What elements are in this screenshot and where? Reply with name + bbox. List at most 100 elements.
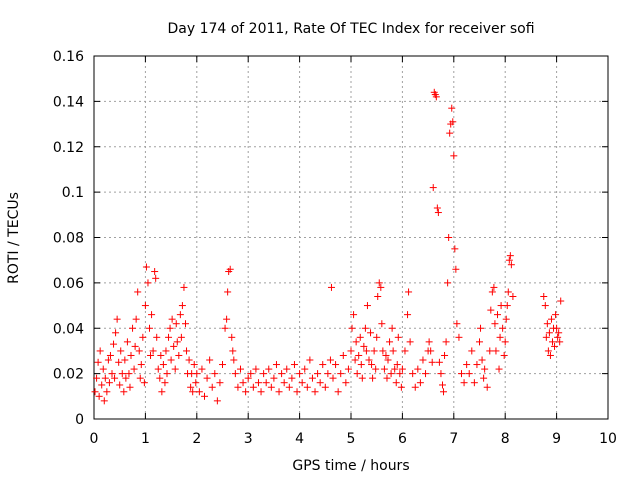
data-point [221,324,229,332]
x-tick-label: 6 [398,431,407,447]
data-point [147,351,155,359]
data-point [265,365,273,373]
data-point [175,351,183,359]
data-point [324,370,332,378]
data-point [113,315,121,323]
data-point [163,370,171,378]
data-point [543,320,551,328]
x-tick-label: 10 [599,431,617,447]
data-point [129,324,137,332]
data-point [316,379,324,387]
data-point [476,338,483,346]
data-point [493,311,501,319]
data-point [176,311,184,319]
data-point [378,320,386,328]
data-point [434,209,442,217]
data-point [181,320,189,328]
data-point [127,351,135,359]
data-point [115,358,123,366]
data-point [450,152,458,160]
data-point [131,342,139,350]
data-point [363,302,371,310]
data-point [306,356,314,364]
data-point [552,311,560,319]
data-point [94,358,102,366]
data-point [183,347,191,355]
data-point [192,379,200,387]
data-point [98,381,106,389]
data-point [401,347,409,355]
y-tick-label: 0 [75,412,84,428]
data-point [368,361,376,369]
chart-title: Day 174 of 2011, Rate Of TEC Index for r… [167,21,534,37]
data-point [495,365,503,373]
data-point [419,356,427,364]
data-point [478,356,486,364]
data-point [139,333,147,341]
data-point [446,129,454,137]
y-tick-label: 0.1 [62,185,84,201]
data-point [321,383,329,391]
data-point [135,347,143,355]
x-tick-label: 7 [449,431,458,447]
data-point [157,351,165,359]
data-point [260,370,268,378]
data-point [177,333,185,341]
data-point [190,361,198,369]
data-point [486,347,494,355]
data-point [112,329,120,337]
data-point [441,351,449,359]
data-point [239,379,247,387]
data-point [358,374,366,382]
y-tick-label: 0.02 [53,367,84,383]
data-point [487,306,495,314]
data-point [557,297,565,305]
data-point [453,320,461,328]
data-point [556,338,564,346]
x-tick-label: 1 [141,431,150,447]
data-point [480,374,488,382]
data-point [375,279,383,287]
data-point [314,370,322,378]
data-point [103,388,111,396]
data-point [449,118,457,126]
data-point [99,365,107,373]
data-point [142,263,150,271]
data-point [355,351,363,359]
y-axis-label: ROTI / TECUs [6,192,22,284]
data-point [137,361,145,369]
data-point [425,338,433,346]
data-point [496,333,504,341]
data-point [244,374,252,382]
data-point [168,315,176,323]
data-point [198,365,206,373]
data-point [546,351,554,359]
data-point [211,370,219,378]
data-point [352,338,360,346]
data-point [159,361,167,369]
data-point [166,324,174,332]
data-point [123,338,131,346]
data-point [121,356,129,364]
data-point [254,379,262,387]
data-point [504,288,512,296]
data-point [130,365,138,373]
x-tick-label: 4 [295,431,304,447]
data-point [432,93,440,101]
data-point [298,379,306,387]
y-tick-label: 0.04 [53,321,84,337]
data-point [95,392,103,400]
data-point [344,365,352,373]
data-point [288,374,296,382]
data-point [327,283,335,291]
data-point [108,370,116,378]
data-point [465,370,473,378]
data-point [195,388,203,396]
y-tick-label: 0.08 [53,231,84,247]
data-point [208,383,216,391]
data-point [93,374,101,382]
data-point [463,361,471,369]
data-point [416,379,424,387]
x-tick-label: 8 [501,431,510,447]
data-point [477,324,485,332]
